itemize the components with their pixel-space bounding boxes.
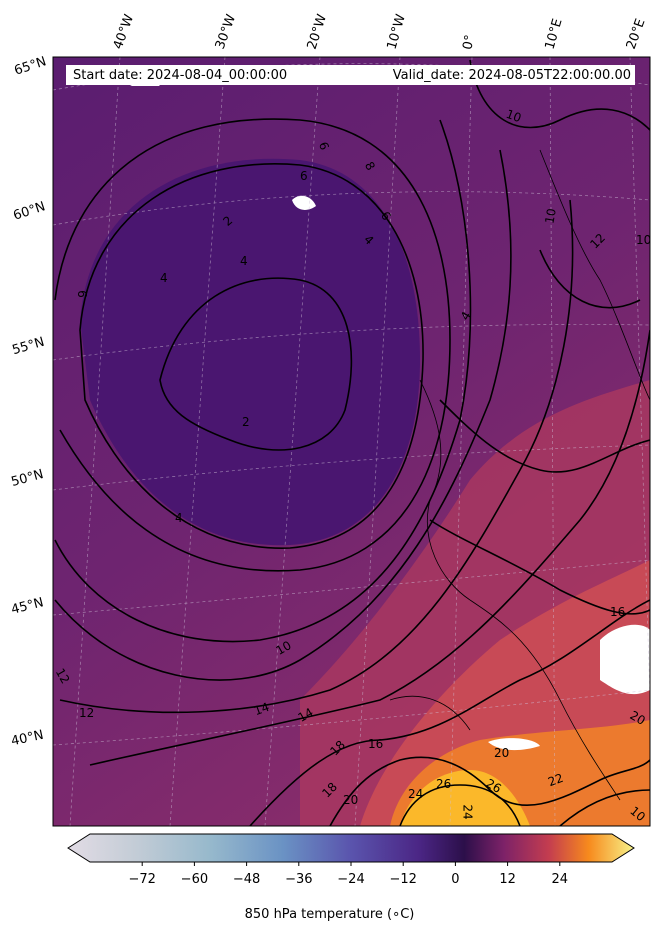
- contour-label: 10: [542, 207, 559, 225]
- colorbar: [67, 833, 635, 866]
- colorbar-body: [67, 833, 635, 863]
- contour-label: 16: [368, 737, 384, 751]
- colorbar-tick-label: −72: [128, 872, 156, 887]
- contour-label: 4: [240, 254, 248, 268]
- date-header: Start date: 2024-08-04_00:00:00 Valid_da…: [66, 65, 635, 85]
- map-field: [53, 57, 650, 826]
- contour-label: 4: [160, 271, 168, 285]
- contour-label: 6: [74, 290, 89, 298]
- longitude-label: 0°: [460, 33, 479, 52]
- map-frame: [52, 56, 651, 827]
- start-date-label: Start date: 2024-08-04_00:00:00: [73, 68, 288, 83]
- contour-label: 2: [242, 415, 250, 429]
- cold-core: [80, 158, 420, 546]
- colorbar-tick-label: −36: [285, 872, 313, 887]
- colorbar-tick-label: −24: [337, 872, 365, 887]
- colorbar-tick-label: −12: [389, 872, 417, 887]
- contour-label: 24: [408, 787, 424, 801]
- contour-label: 4: [175, 511, 183, 525]
- contour-label: 24: [460, 804, 475, 820]
- contour-label: 12: [79, 706, 95, 720]
- graticule: [53, 57, 650, 826]
- missing-patch: [600, 624, 650, 695]
- contour-label: 20: [494, 746, 510, 760]
- missing-patch: [292, 195, 316, 210]
- contour-label: 16: [610, 605, 626, 619]
- contour-label: 20: [343, 793, 359, 807]
- coastlines: [389, 149, 650, 801]
- contour-label: 10: [636, 233, 652, 247]
- contour-label: 26: [436, 777, 452, 791]
- colorbar-tick-label: −48: [232, 872, 261, 887]
- colorbar-title: 850 hPa temperature (∘C): [244, 907, 415, 922]
- hottest-region: [400, 770, 530, 826]
- colorbar-tick-label: −60: [180, 872, 209, 887]
- contour-label: 6: [300, 169, 308, 183]
- colorbar-tick-label: 24: [551, 872, 569, 887]
- colorbar-tick-label: 0: [451, 872, 460, 887]
- missing-patch: [488, 738, 540, 751]
- colorbar-tick-label: 12: [499, 872, 516, 887]
- valid-date-label: Valid_date: 2024-08-05T22:00:00.00: [392, 68, 631, 83]
